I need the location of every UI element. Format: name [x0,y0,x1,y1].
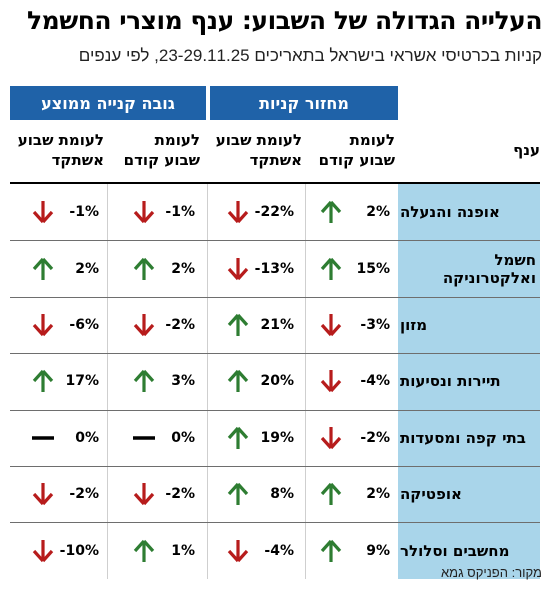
column-divider [207,184,208,579]
value-turnover-last-year: 21% [260,316,294,333]
arrow-down-icon [318,368,344,394]
value-avg-last-year: -1% [69,204,99,221]
value-turnover-prev-week: -2% [360,429,390,446]
page-title: העלייה הגדולה של השבוע: ענף מוצרי החשמל [27,6,542,35]
value-avg-last-year: -6% [69,316,99,333]
table-row: תיירות ונסיעות -4% 20% 3% 17% [10,353,540,409]
column-divider [305,184,306,579]
table-row: אופנה והנעלה 2% -22% -1% -1% [10,184,540,240]
row-divider [10,409,540,411]
arrow-down-icon [30,481,56,507]
value-avg-last-year: 17% [65,373,99,390]
table-row: אופטיקה 2% 8% -2% -2% [10,466,540,522]
value-turnover-last-year: 8% [270,486,294,503]
arrow-down-icon [30,538,56,564]
arrow-up-icon [131,538,157,564]
value-turnover-prev-week: -3% [360,316,390,333]
arrow-down-icon [318,312,344,338]
column-divider [107,184,108,579]
arrow-up-icon [225,312,251,338]
row-divider [10,522,540,524]
arrow-up-icon [225,425,251,451]
arrow-down-icon [318,425,344,451]
value-turnover-last-year: 19% [260,429,294,446]
arrow-down-icon [131,199,157,225]
row-divider [10,240,540,242]
value-avg-last-year: -10% [59,542,99,559]
value-turnover-last-year: -22% [254,204,294,221]
arrow-up-icon [131,368,157,394]
value-turnover-last-year: -4% [264,542,294,559]
arrow-down-icon [225,256,251,282]
row-divider [10,466,540,467]
group-header-avg-purchase: גובה קנייה ממוצע [10,86,206,120]
arrow-up-icon [318,538,344,564]
row-category-label: אופטיקה [400,485,462,504]
arrow-up-icon [225,368,251,394]
value-avg-last-year: -2% [69,486,99,503]
header-divider [10,182,540,184]
arrow-up-icon [131,256,157,282]
row-category-label: חשמל ואלקטרוניקה [442,250,536,287]
source-note: מקור: הפניקס גמא [440,565,542,580]
column-header-turnover-last-year: לעומת שבוע אשתקד [215,131,302,169]
value-turnover-prev-week: 2% [366,486,390,503]
value-turnover-prev-week: 2% [366,204,390,221]
arrow-down-icon [131,481,157,507]
dash-icon [30,425,56,451]
column-header-avg-last-year: לעומת שבוע אשתקד [17,131,104,169]
row-category-label: תיירות ונסיעות [400,372,501,391]
row-category-label: בתי קפה ומסעדות [400,428,526,447]
arrow-up-icon [318,256,344,282]
value-avg-prev-week: -1% [165,204,195,221]
arrow-down-icon [225,538,251,564]
arrow-up-icon [30,368,56,394]
arrow-down-icon [225,199,251,225]
group-header-purchase-turnover: מחזור קניות [210,86,398,120]
value-turnover-prev-week: 9% [366,542,390,559]
table-row: חשמל ואלקטרוניקה 15% -13% 2% 2% [10,240,540,296]
column-header-avg-prev-week: לעומת שבוע קודם [123,131,200,169]
arrow-down-icon [131,312,157,338]
value-avg-prev-week: -2% [165,316,195,333]
row-category-label: מזון [400,315,428,334]
category-column-background [398,184,540,579]
arrow-down-icon [30,312,56,338]
value-avg-last-year: 2% [75,260,99,277]
value-avg-prev-week: -2% [165,486,195,503]
value-avg-last-year: 0% [75,429,99,446]
value-avg-prev-week: 2% [171,260,195,277]
value-avg-prev-week: 3% [171,373,195,390]
dash-icon [131,425,157,451]
value-turnover-last-year: -13% [254,260,294,277]
row-category-label: מחשבים וסלולר [400,541,510,560]
arrow-up-icon [30,256,56,282]
arrow-down-icon [30,199,56,225]
arrow-up-icon [225,481,251,507]
row-divider [10,353,540,355]
column-header-category: ענף [513,141,540,159]
arrow-up-icon [318,481,344,507]
table-row: בתי קפה ומסעדות -2% 19% 0% 0% [10,410,540,466]
value-turnover-last-year: 20% [260,373,294,390]
value-avg-prev-week: 0% [171,429,195,446]
table-row: מחשבים וסלולר 9% -4% 1% -10% [10,522,540,578]
value-turnover-prev-week: -4% [360,373,390,390]
arrow-up-icon [318,199,344,225]
table-row: מזון -3% 21% -2% -6% [10,297,540,353]
page-subtitle: קניות בכרטיסי אשראי בישראל בתאריכים 23-2… [78,46,542,65]
row-category-label: אופנה והנעלה [400,203,500,222]
value-avg-prev-week: 1% [171,542,195,559]
value-turnover-prev-week: 15% [356,260,390,277]
column-header-turnover-prev-week: לעומת שבוע קודם [318,131,395,169]
row-divider [10,296,540,298]
